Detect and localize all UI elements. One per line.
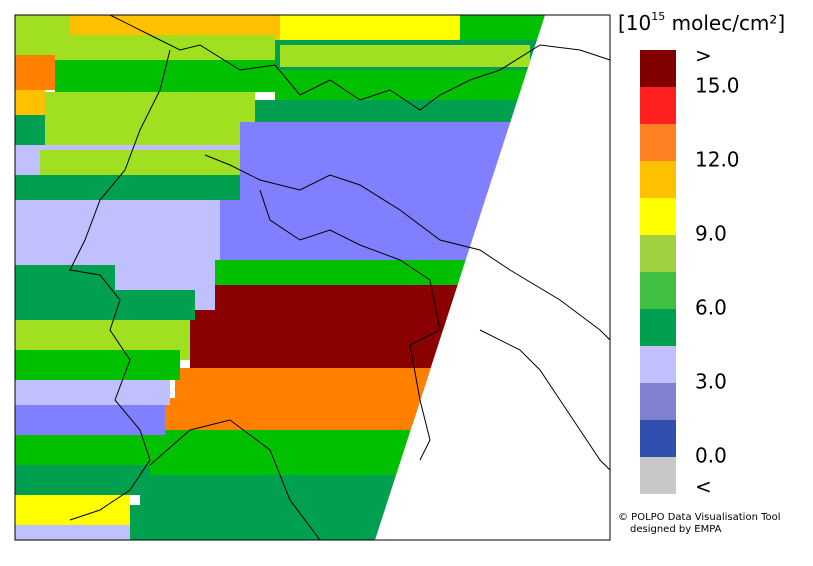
- colorbar-label: 6.0: [695, 296, 727, 320]
- swath-pixels: [15, 15, 545, 540]
- colorbar-label: 0.0: [695, 444, 727, 468]
- colorbar-label: <: [695, 475, 712, 499]
- colorbar: [640, 50, 676, 494]
- colorbar-label: >: [695, 44, 712, 68]
- colorbar-labels: >15.0 12.0 9.0 6.0 3.0 0.0 <: [695, 44, 740, 499]
- colorbar-label: 3.0: [695, 370, 727, 394]
- credit-line: designed by EMPA: [630, 524, 722, 535]
- colorbar-label: 15.0: [695, 74, 740, 98]
- country-borders: [69, 14, 611, 541]
- colorbar-label: 9.0: [695, 222, 727, 246]
- credit-line: © POLPO Data Visualisation Tool: [618, 512, 781, 523]
- colorbar-label: 12.0: [695, 148, 740, 172]
- map-frame: [14, 14, 611, 541]
- colorbar-title: [1015 molec/cm²]: [618, 10, 785, 35]
